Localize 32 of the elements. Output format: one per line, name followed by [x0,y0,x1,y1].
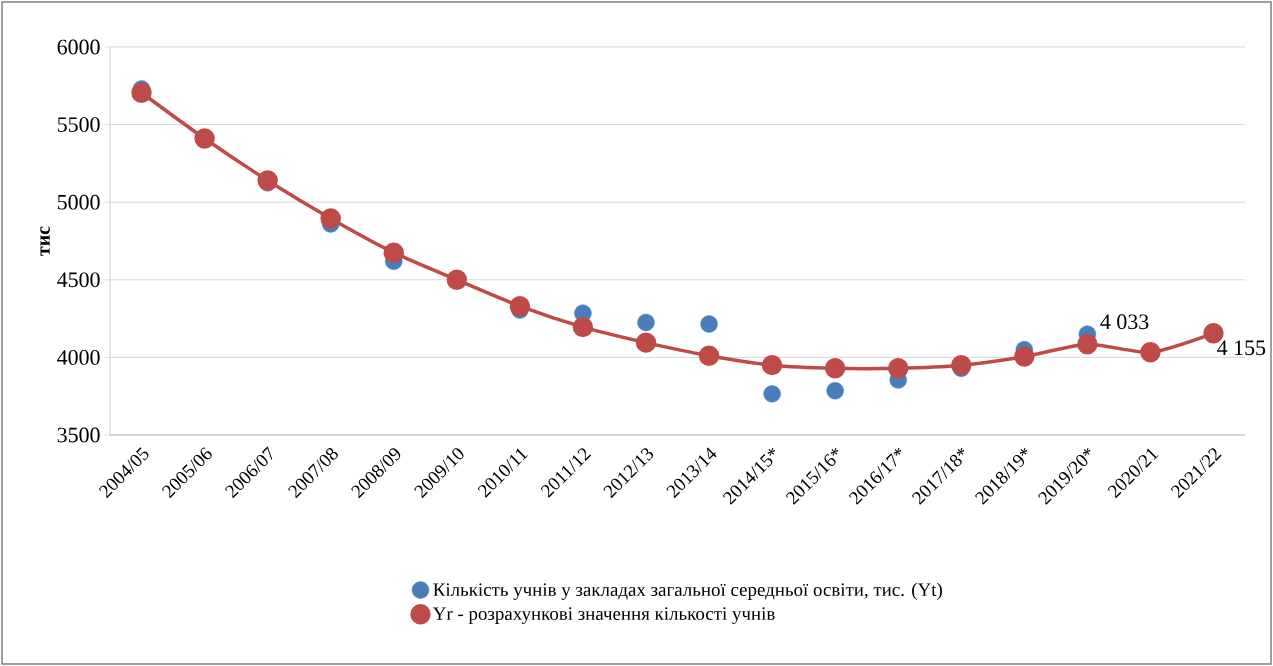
data-label: 4 155 [1217,340,1266,356]
point [698,345,720,367]
point [131,82,152,103]
y-tick-label: 6000 [57,39,100,55]
point [1014,346,1035,367]
legend-label: Yr - розрахункові значення кількості учнів [432,607,775,624]
point [383,242,404,263]
y-tick-label: 5500 [57,117,100,132]
point [194,128,215,149]
point [700,315,718,333]
y-tick-label: 5000 [57,194,100,210]
point [635,332,657,353]
point [824,358,846,379]
point [1140,342,1161,363]
y-tick-label: 3500 [57,427,100,443]
y-tick-label: 4500 [57,272,100,288]
data-label: 4 033 [1100,314,1149,330]
point [826,382,844,400]
point [572,316,594,338]
point [951,354,972,376]
point [761,354,783,376]
point [509,295,531,317]
point [763,385,781,403]
y-axis-title: тис [40,226,50,256]
point [1077,333,1098,355]
point [320,208,341,229]
point [257,170,278,191]
point [887,358,909,379]
y-tick-label: 4000 [57,349,100,365]
point [446,269,468,291]
legend-label: Кількість учнів у закладах загальної середньої освіти, тис. (Yt) [433,582,942,600]
point [637,313,655,332]
